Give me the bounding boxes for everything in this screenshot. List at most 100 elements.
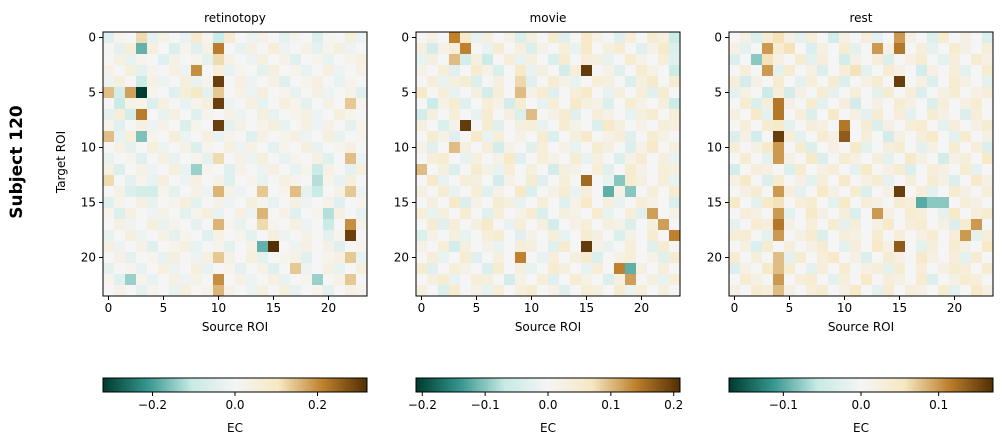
- heatmap-cell: [147, 252, 159, 264]
- heatmap-cell: [894, 175, 906, 187]
- heatmap-cell: [427, 98, 439, 110]
- colorbar-step: [470, 378, 473, 392]
- heatmap-cell: [449, 43, 461, 55]
- heatmap-cell: [526, 285, 538, 297]
- colorbar-step: [859, 378, 862, 392]
- heatmap-cell: [916, 153, 928, 165]
- heatmap-cell: [570, 252, 582, 264]
- heatmap-cell: [603, 230, 615, 242]
- colorbar-step: [512, 378, 515, 392]
- colorbar-step: [444, 378, 447, 392]
- heatmap-cell: [438, 219, 450, 231]
- heatmap-cell: [235, 65, 247, 77]
- heatmap-cell: [504, 208, 516, 220]
- heatmap-cell: [504, 76, 516, 88]
- heatmap-cell: [669, 54, 681, 66]
- heatmap-cell: [559, 263, 571, 275]
- heatmap-cell: [202, 98, 214, 110]
- x-tick-label: 5: [160, 301, 168, 315]
- heatmap-cell: [493, 252, 505, 264]
- heatmap-cell: [625, 32, 637, 44]
- heatmap-cell: [213, 65, 225, 77]
- heatmap-cell: [894, 87, 906, 99]
- colorbar-step: [823, 378, 826, 392]
- heatmap-cell: [213, 153, 225, 165]
- heatmap-cell: [323, 285, 335, 297]
- heatmap-cell: [301, 219, 313, 231]
- heatmap-cell: [883, 109, 895, 121]
- heatmap-cell: [729, 274, 741, 286]
- colorbar-step: [785, 378, 788, 392]
- heatmap-cell: [570, 197, 582, 209]
- heatmap-cell: [740, 87, 752, 99]
- heatmap-cell: [636, 219, 648, 231]
- heatmap-cell: [246, 142, 258, 154]
- heatmap-cell: [537, 230, 549, 242]
- heatmap-cell: [537, 208, 549, 220]
- heatmap-cell: [147, 43, 159, 55]
- heatmap-cell: [537, 87, 549, 99]
- heatmap-cell: [114, 43, 126, 55]
- heatmap-cell: [191, 219, 203, 231]
- heatmap-cell: [438, 120, 450, 132]
- heatmap-cell: [114, 285, 126, 297]
- heatmap-cell: [905, 186, 917, 198]
- heatmap-cell: [839, 54, 851, 66]
- colorbar-step: [243, 378, 246, 392]
- heatmap-cell: [647, 186, 659, 198]
- heatmap-cell: [806, 274, 818, 286]
- heatmap-cell: [460, 274, 472, 286]
- heatmap-cell: [246, 252, 258, 264]
- heatmap-cell: [125, 274, 137, 286]
- heatmap-cell: [625, 164, 637, 176]
- heatmap-cell: [482, 252, 494, 264]
- colorbar-step: [807, 378, 810, 392]
- heatmap-cell: [806, 87, 818, 99]
- colorbar-step: [452, 378, 455, 392]
- heatmap-cell: [257, 197, 269, 209]
- heatmap-cell: [927, 109, 939, 121]
- heatmap-cell: [751, 252, 763, 264]
- colorbar-step: [454, 378, 457, 392]
- heatmap-cell: [482, 274, 494, 286]
- colorbar-label: EC: [227, 421, 243, 435]
- colorbar-step: [109, 378, 112, 392]
- heatmap-cell: [949, 186, 961, 198]
- heatmap-cell: [751, 65, 763, 77]
- colorbar-tick-label: 0.0: [225, 398, 244, 412]
- heatmap-cell: [114, 164, 126, 176]
- heatmap-cell: [356, 98, 368, 110]
- heatmap-cell: [883, 252, 895, 264]
- heatmap-cell: [482, 186, 494, 198]
- heatmap-cell: [301, 65, 313, 77]
- heatmap-cell: [795, 65, 807, 77]
- heatmap-cell: [246, 241, 258, 253]
- heatmap-cell: [729, 109, 741, 121]
- heatmap-cell: [301, 197, 313, 209]
- heatmap-cell: [202, 208, 214, 220]
- heatmap-cell: [669, 285, 681, 297]
- colorbar-step: [548, 378, 551, 392]
- colorbar-step: [424, 378, 427, 392]
- heatmap-cell: [861, 274, 873, 286]
- heatmap-cell: [246, 153, 258, 165]
- heatmap-cell: [416, 109, 428, 121]
- heatmap-cell: [570, 43, 582, 55]
- heatmap-cell: [839, 208, 851, 220]
- colorbar-step: [436, 378, 439, 392]
- colorbar-step: [249, 378, 252, 392]
- heatmap-cell: [614, 142, 626, 154]
- heatmap-cell: [795, 32, 807, 44]
- x-tick-label: 0: [731, 301, 739, 315]
- heatmap-cell: [125, 230, 137, 242]
- heatmap-cell: [213, 241, 225, 253]
- heatmap-cell: [180, 87, 192, 99]
- heatmap-cell: [916, 120, 928, 132]
- heatmap-cell: [235, 175, 247, 187]
- heatmap-cell: [762, 87, 774, 99]
- heatmap-cell: [290, 131, 302, 143]
- colorbar-step: [480, 378, 483, 392]
- heatmap-cell: [213, 109, 225, 121]
- heatmap-cell: [224, 164, 236, 176]
- heatmap-cell: [570, 131, 582, 143]
